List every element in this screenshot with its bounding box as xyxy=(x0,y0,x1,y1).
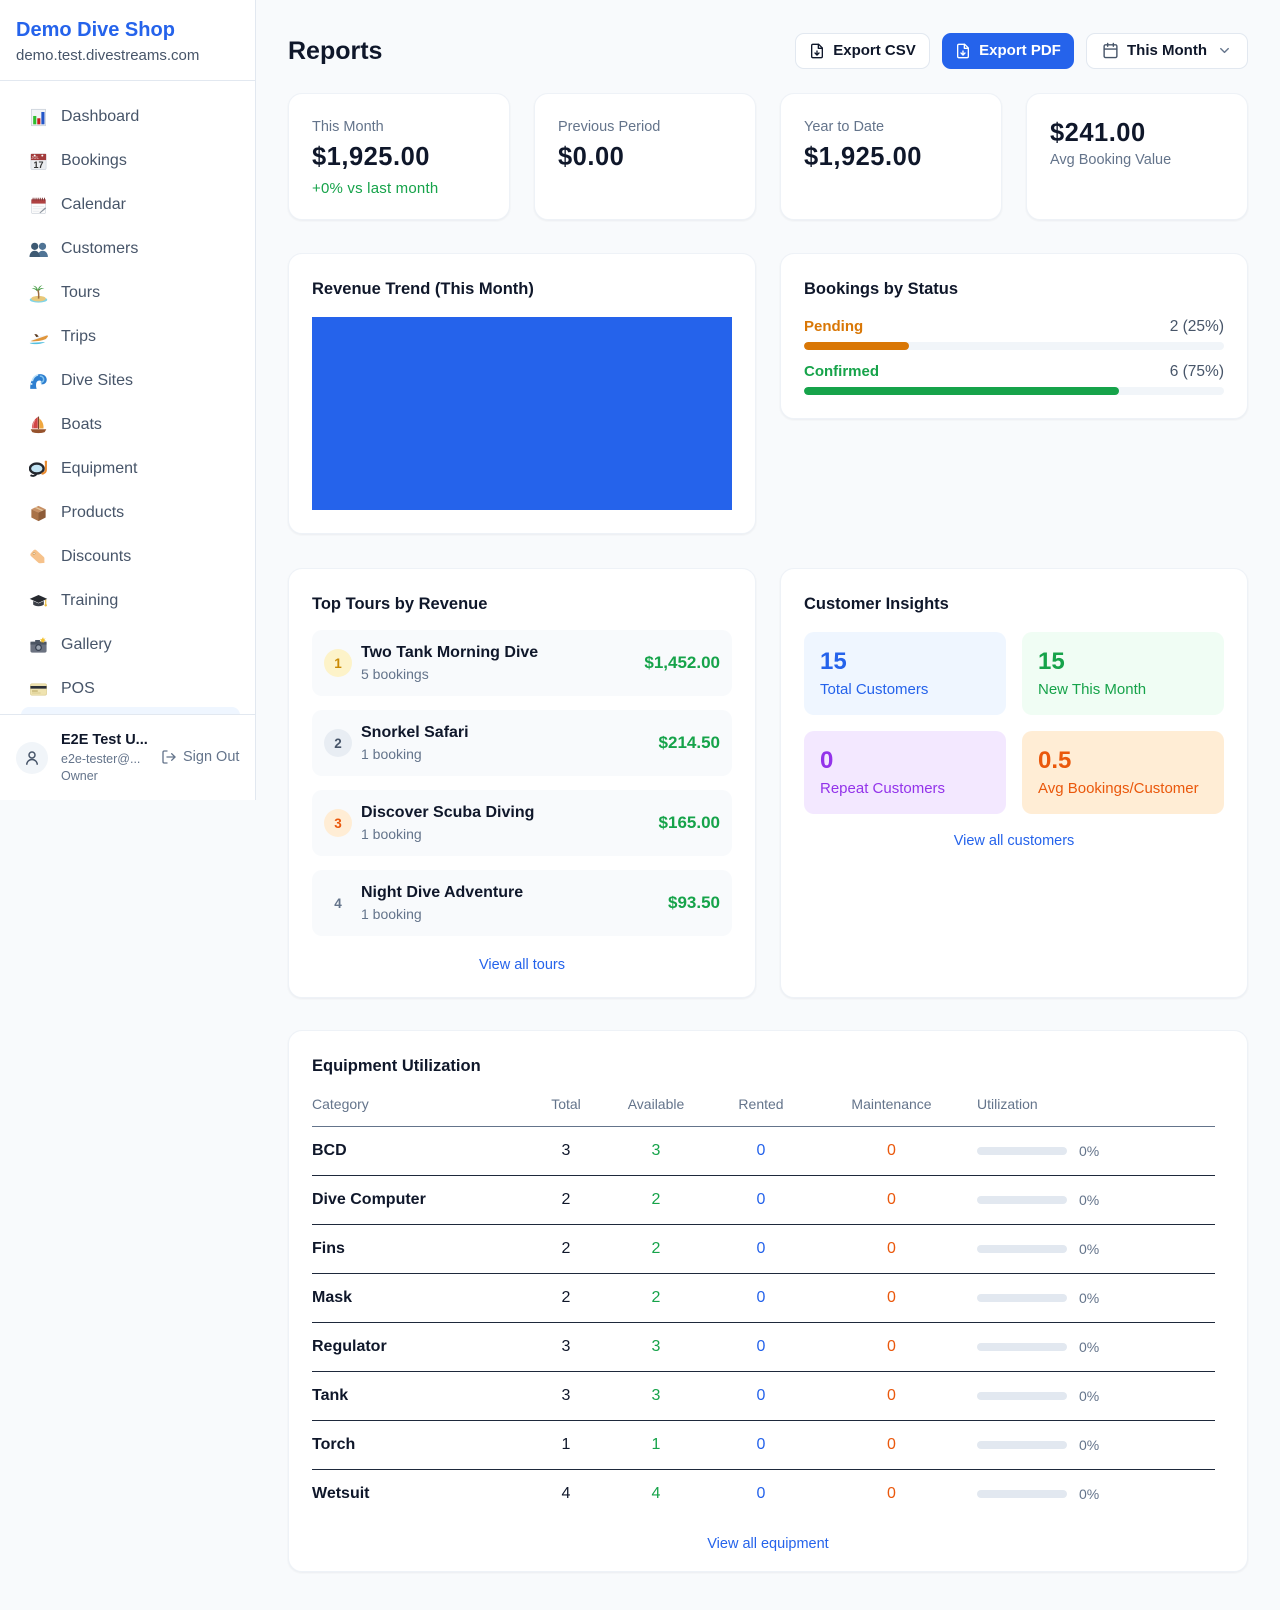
svg-text:JUL: JUL xyxy=(31,155,39,160)
svg-text:17: 17 xyxy=(33,159,43,169)
